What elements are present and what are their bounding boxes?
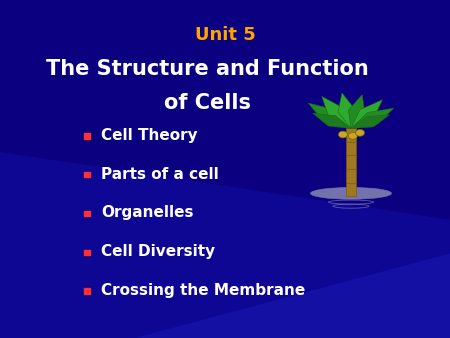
Polygon shape [351,115,389,128]
Text: The Structure and Function: The Structure and Function [45,59,369,79]
Polygon shape [0,152,450,338]
Polygon shape [313,113,351,128]
Polygon shape [322,96,351,128]
Text: Organelles: Organelles [101,206,194,220]
Circle shape [356,129,364,136]
FancyBboxPatch shape [84,211,90,216]
Ellipse shape [310,187,392,199]
Text: Crossing the Membrane: Crossing the Membrane [101,283,306,298]
Text: Parts of a cell: Parts of a cell [101,167,219,182]
FancyBboxPatch shape [84,249,90,255]
Polygon shape [351,108,394,128]
FancyBboxPatch shape [84,172,90,177]
Circle shape [348,132,357,139]
Polygon shape [135,254,450,338]
Polygon shape [338,93,355,128]
Circle shape [338,131,347,138]
FancyBboxPatch shape [346,128,356,196]
Text: of Cells: of Cells [163,93,251,113]
Polygon shape [348,95,364,128]
FancyBboxPatch shape [84,133,90,139]
Polygon shape [351,100,382,128]
Polygon shape [308,103,351,128]
Text: Unit 5: Unit 5 [194,26,256,45]
Text: Cell Diversity: Cell Diversity [101,244,216,259]
Text: Cell Theory: Cell Theory [101,128,198,143]
FancyBboxPatch shape [84,288,90,294]
